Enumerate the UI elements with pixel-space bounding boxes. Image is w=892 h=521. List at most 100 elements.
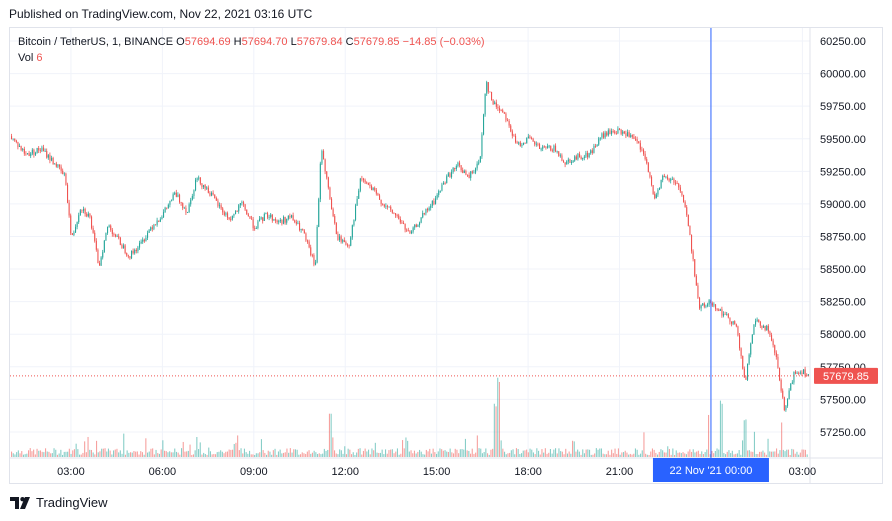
candle-body <box>308 241 310 248</box>
candle-body <box>199 177 201 184</box>
volume-bar <box>345 454 347 457</box>
candle-body <box>46 151 48 158</box>
candle-body <box>716 308 718 310</box>
last-price-badge <box>814 367 878 384</box>
volume-bar <box>379 452 381 457</box>
candle-body <box>796 372 798 374</box>
candle-body <box>689 225 691 235</box>
volume-bar <box>769 451 771 457</box>
volume-bar <box>521 453 523 457</box>
candle-body <box>729 317 731 322</box>
candle-body <box>345 242 347 245</box>
candle-body <box>662 175 664 180</box>
candle-body <box>489 91 491 93</box>
volume-bar <box>657 454 659 457</box>
volume-bar <box>735 453 737 457</box>
volume-bar <box>26 453 28 457</box>
candle-body <box>126 253 128 256</box>
candle-body <box>249 216 251 219</box>
volume-bar <box>420 451 422 457</box>
candle-body <box>406 229 408 231</box>
volume-bar <box>315 452 317 457</box>
volume-bar <box>230 449 232 457</box>
tradingview-brand[interactable]: TradingView <box>10 495 108 510</box>
volume-bar <box>427 451 429 457</box>
candle-series[interactable] <box>11 80 809 412</box>
volume-bar <box>138 454 140 457</box>
candle-body <box>526 138 528 144</box>
volume-bar <box>640 453 642 457</box>
volume-bar <box>16 452 18 457</box>
volume-bar <box>753 431 755 457</box>
volume-bar <box>719 400 721 457</box>
volume-bar <box>453 453 455 457</box>
volume-bar <box>385 449 387 457</box>
candle-body <box>75 226 77 233</box>
candle-body <box>479 156 481 163</box>
y-tick-label: 59500.00 <box>820 134 866 146</box>
volume-bar <box>677 452 679 457</box>
volume-bar <box>199 442 201 457</box>
candle-body <box>295 221 297 224</box>
candle-body <box>668 178 670 181</box>
candle-body <box>659 188 661 190</box>
volume-bar <box>73 449 75 457</box>
candle-body <box>163 212 165 218</box>
volume-bar <box>803 449 805 457</box>
candle-body <box>241 202 243 204</box>
candle-body <box>555 145 557 152</box>
volume-bar <box>464 438 466 457</box>
volume-bar <box>614 448 616 457</box>
volume-bar <box>160 449 162 457</box>
volume-bar <box>755 453 757 457</box>
candle-body <box>535 143 537 145</box>
candle-body <box>315 262 317 265</box>
crosshair-time-badge <box>652 458 769 482</box>
volume-bar <box>680 453 682 457</box>
volume-bar <box>787 449 789 457</box>
candle-body <box>575 156 577 160</box>
candle-body <box>166 207 168 209</box>
volume-bar <box>155 449 157 457</box>
candle-body <box>495 102 497 107</box>
volume-bar <box>393 453 395 457</box>
y-tick-label: 58250.00 <box>820 297 866 309</box>
volume-bar <box>549 449 551 457</box>
volume-bar <box>340 450 342 457</box>
candle-body <box>171 200 173 202</box>
volume-bar <box>97 452 99 457</box>
candle-body <box>33 149 35 155</box>
candle-body <box>235 211 237 214</box>
volume-bar <box>96 440 98 457</box>
volume-bar <box>497 377 499 457</box>
volume-bar <box>437 451 439 457</box>
candle-body <box>799 372 801 374</box>
candle-body <box>89 213 91 217</box>
volume-bar <box>60 449 62 457</box>
volume-bar <box>582 449 584 457</box>
candle-body <box>671 178 673 180</box>
candle-body <box>303 230 305 234</box>
candle-body <box>239 203 241 206</box>
candle-body <box>790 383 792 391</box>
candle-body <box>116 236 118 238</box>
candle-body <box>655 194 657 199</box>
y-tick-label: 58750.00 <box>820 231 866 243</box>
candle-body <box>348 245 350 247</box>
candle-body <box>227 213 229 218</box>
candle-body <box>15 140 17 142</box>
candle-body <box>145 237 147 242</box>
candle-body <box>123 245 125 249</box>
candle-body <box>697 285 699 298</box>
brand-name: TradingView <box>36 495 108 510</box>
candle-body <box>588 153 590 158</box>
candle-body <box>100 257 102 266</box>
high-value: 57694.70 <box>241 36 288 48</box>
volume-bar <box>470 453 472 457</box>
candle-body <box>251 218 253 220</box>
candle-body <box>191 196 193 200</box>
candle-body <box>775 352 777 357</box>
volume-bar <box>694 452 696 457</box>
candle-body <box>206 187 208 189</box>
